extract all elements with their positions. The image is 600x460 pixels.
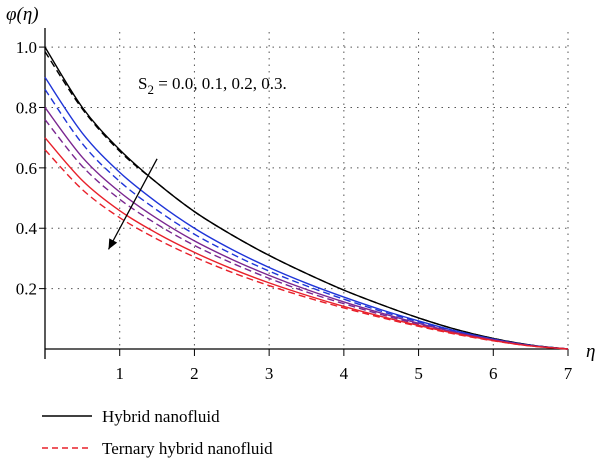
y-tick-label: 0.8 (16, 98, 37, 117)
y-tick-label: 0.6 (16, 159, 37, 178)
series-line-ternary-s2-0-1 (44, 88, 569, 350)
x-tick-label: 3 (265, 364, 274, 383)
series-line-hybrid-s2-0-1 (44, 76, 569, 350)
series-line-hybrid-s2-0-3 (44, 137, 569, 350)
x-tick-label: 7 (564, 364, 573, 383)
x-tick-label: 2 (190, 364, 199, 383)
y-tick-label: 0.4 (16, 219, 38, 238)
annotation-values: = 0.0, 0.1, 0.2, 0.3. (154, 74, 287, 93)
axes (39, 28, 569, 359)
arrow-shaft (107, 158, 158, 250)
arrow-head (108, 238, 118, 250)
annotation-arrow (107, 158, 158, 250)
annotation-s: S (138, 74, 147, 93)
y-axis-label: φ(η) (6, 4, 39, 25)
x-tick-label: 6 (489, 364, 498, 383)
legend-label-hybrid: Hybrid nanofluid (102, 407, 220, 426)
legend: Hybrid nanofluid Ternary hybrid nanoflui… (42, 407, 273, 458)
legend-label-ternary: Ternary hybrid nanofluid (102, 439, 273, 458)
series-line-ternary-s2-0-3 (44, 149, 569, 350)
annotation-text: S2 = 0.0, 0.1, 0.2, 0.3. (138, 74, 287, 97)
annotation-subscript: 2 (147, 82, 154, 97)
y-tick-label: 0.2 (16, 280, 37, 299)
x-tick-label: 1 (115, 364, 124, 383)
series-line-ternary-s2-0-0 (44, 51, 569, 350)
series-group (44, 46, 569, 350)
tick-labels: 1 2 3 4 5 6 7 0.2 0.4 0.6 0.8 1.0 (16, 38, 573, 383)
x-axis-label: η (586, 341, 595, 362)
x-tick-label: 4 (340, 364, 349, 383)
grid (45, 32, 569, 349)
x-tick-label: 5 (414, 364, 423, 383)
y-tick-label: 1.0 (16, 38, 37, 57)
series-line-hybrid-s2-0-0 (44, 46, 569, 350)
